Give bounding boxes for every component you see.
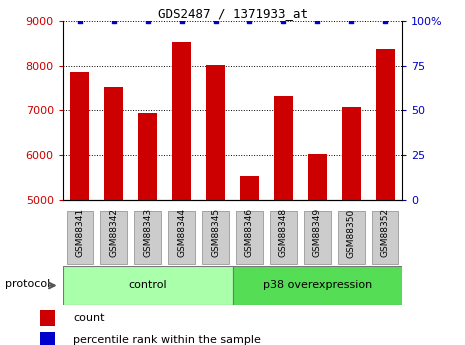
Text: GSM88344: GSM88344 — [177, 208, 186, 257]
Text: GSM88342: GSM88342 — [109, 208, 118, 257]
Text: GSM88348: GSM88348 — [279, 208, 288, 257]
FancyBboxPatch shape — [372, 210, 399, 264]
Text: GSM88352: GSM88352 — [381, 208, 390, 257]
Text: GSM88343: GSM88343 — [143, 208, 152, 257]
Text: protocol: protocol — [5, 278, 50, 288]
Text: GSM88350: GSM88350 — [347, 208, 356, 257]
Point — [381, 18, 389, 23]
Point — [178, 18, 185, 23]
Text: GSM88345: GSM88345 — [211, 208, 220, 257]
Bar — [63, 266, 232, 305]
Bar — [40, 310, 55, 326]
FancyBboxPatch shape — [270, 210, 297, 264]
Point — [313, 18, 321, 23]
FancyBboxPatch shape — [66, 210, 93, 264]
Point — [76, 18, 83, 23]
Title: GDS2487 / 1371933_at: GDS2487 / 1371933_at — [158, 7, 307, 20]
Text: GSM88341: GSM88341 — [75, 208, 84, 257]
Point — [279, 18, 287, 23]
FancyBboxPatch shape — [338, 210, 365, 264]
Point — [212, 18, 219, 23]
Bar — [308, 154, 327, 200]
Text: count: count — [73, 313, 105, 323]
FancyBboxPatch shape — [202, 210, 229, 264]
Text: GSM88349: GSM88349 — [313, 208, 322, 257]
Point — [110, 18, 117, 23]
Text: p38 overexpression: p38 overexpression — [263, 280, 372, 290]
FancyBboxPatch shape — [168, 210, 195, 264]
Bar — [342, 107, 361, 200]
Bar — [104, 87, 123, 200]
FancyBboxPatch shape — [100, 210, 127, 264]
FancyBboxPatch shape — [304, 210, 331, 264]
Bar — [232, 266, 402, 305]
Bar — [40, 332, 55, 345]
Bar — [138, 112, 157, 200]
Point — [347, 18, 355, 23]
FancyBboxPatch shape — [134, 210, 161, 264]
Bar — [274, 96, 293, 200]
Text: control: control — [128, 280, 167, 290]
Text: percentile rank within the sample: percentile rank within the sample — [73, 335, 261, 345]
FancyBboxPatch shape — [236, 210, 263, 264]
Bar — [240, 176, 259, 200]
Point — [246, 18, 253, 23]
Bar — [206, 65, 225, 200]
Text: GSM88346: GSM88346 — [245, 208, 254, 257]
Bar — [70, 72, 89, 200]
Point — [144, 18, 151, 23]
Bar — [376, 49, 395, 200]
Bar — [172, 42, 191, 200]
